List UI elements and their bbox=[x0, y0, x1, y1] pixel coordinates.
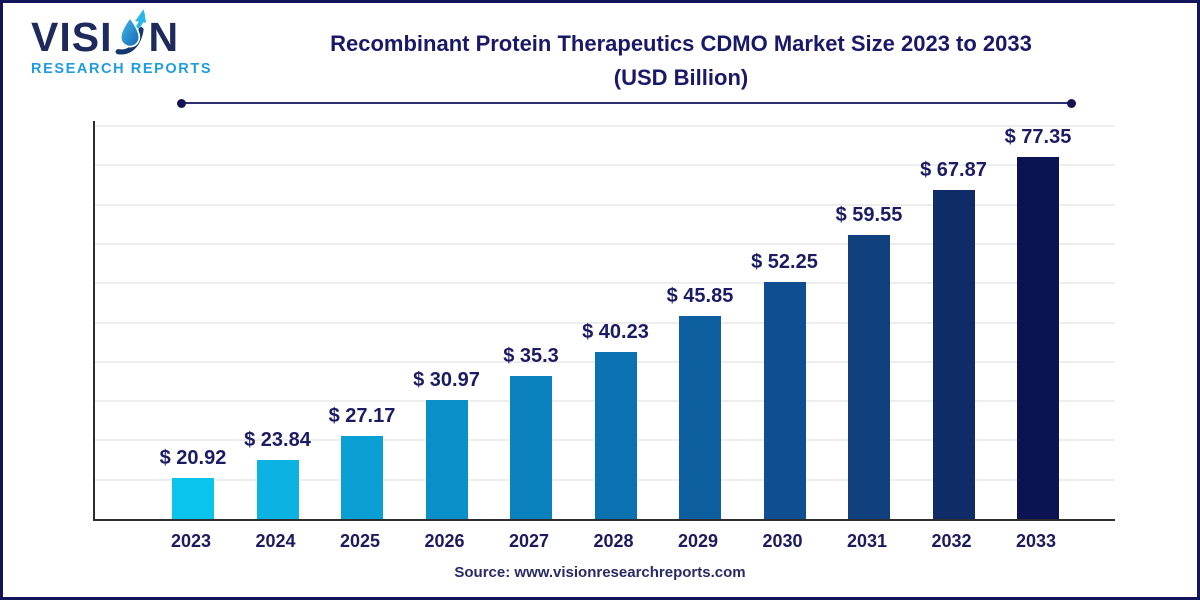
x-axis-label-2026: 2026 bbox=[424, 531, 465, 551]
value-label-2031: $ 59.55 bbox=[835, 204, 903, 226]
bar-2024 bbox=[256, 460, 299, 519]
underline-right-dot-icon bbox=[1067, 98, 1076, 108]
bar-2023 bbox=[172, 478, 214, 519]
gridline bbox=[95, 164, 1115, 167]
gridline bbox=[95, 125, 1115, 127]
gridline bbox=[95, 203, 1115, 206]
value-label-2026: $ 30.97 bbox=[413, 369, 480, 391]
x-axis-label-2030: 2030 bbox=[762, 531, 803, 551]
value-label-2032: $ 67.87 bbox=[920, 159, 987, 181]
bar-2031 bbox=[848, 235, 890, 519]
water-drop-arrow-icon bbox=[116, 9, 147, 55]
bar-2028 bbox=[594, 352, 637, 519]
x-axis-label-2023: 2023 bbox=[170, 531, 212, 551]
source-text: Source: www.visionresearchreports.com bbox=[454, 564, 746, 581]
bar-2033 bbox=[1017, 157, 1059, 519]
x-axis-label-2033: 2033 bbox=[1015, 531, 1057, 551]
x-axis-label-2029: 2029 bbox=[677, 531, 719, 551]
title-underline bbox=[177, 98, 1076, 108]
underline-left-dot-icon bbox=[177, 98, 186, 108]
chart-title: Recombinant Protein Therapeutics CDMO Ma… bbox=[183, 27, 1179, 95]
value-label-2025: $ 27.17 bbox=[328, 405, 396, 427]
value-label-2028: $ 40.23 bbox=[582, 321, 649, 343]
logo-brand-prefix: VISI bbox=[31, 13, 113, 60]
bar-2027 bbox=[510, 376, 552, 519]
value-label-2023: $ 20.92 bbox=[159, 447, 227, 469]
vision-research-reports-logo: VISI N RESEARCH REPORTS bbox=[31, 9, 221, 77]
x-axis-label-2025: 2025 bbox=[339, 531, 381, 551]
gridline bbox=[95, 321, 1115, 324]
bar-2029 bbox=[679, 316, 721, 519]
bar-2030 bbox=[763, 282, 806, 519]
x-axis-label-2032: 2032 bbox=[931, 531, 972, 551]
plot-area: $ 20.92 $ 23.84 $ 27.17 $ 30.97 $ 35.3 $ 40.2… bbox=[93, 121, 1115, 521]
x-axis-label-2031: 2031 bbox=[846, 531, 888, 551]
gridline bbox=[95, 282, 1115, 285]
chart-title-line2: (USD Billion) bbox=[613, 65, 749, 90]
x-axis-label-2028: 2028 bbox=[593, 531, 634, 551]
value-label-2030: $ 52.25 bbox=[751, 251, 818, 273]
x-axis-label-2024: 2024 bbox=[255, 531, 296, 551]
gridline bbox=[95, 242, 1115, 245]
x-axis-label-2027: 2027 bbox=[508, 531, 550, 551]
x-axis: 2023 2024 2025 2026 2027 2028 2029 2030 2031 2032… bbox=[93, 531, 1115, 555]
chart-title-line1: Recombinant Protein Therapeutics CDMO Ma… bbox=[330, 31, 1032, 56]
bar-2025 bbox=[341, 436, 383, 519]
logo-brand-suffix: N bbox=[148, 13, 180, 60]
value-label-2024: $ 23.84 bbox=[244, 429, 311, 451]
logo-subtitle: RESEARCH REPORTS bbox=[31, 61, 213, 77]
value-label-2029: $ 45.85 bbox=[666, 285, 734, 307]
logo-brand-row: VISI N bbox=[31, 9, 221, 60]
value-label-2033: $ 77.35 bbox=[1004, 126, 1072, 148]
bar-2026 bbox=[425, 400, 468, 519]
bar-2032 bbox=[932, 190, 975, 519]
value-label-2027: $ 35.3 bbox=[503, 345, 559, 367]
